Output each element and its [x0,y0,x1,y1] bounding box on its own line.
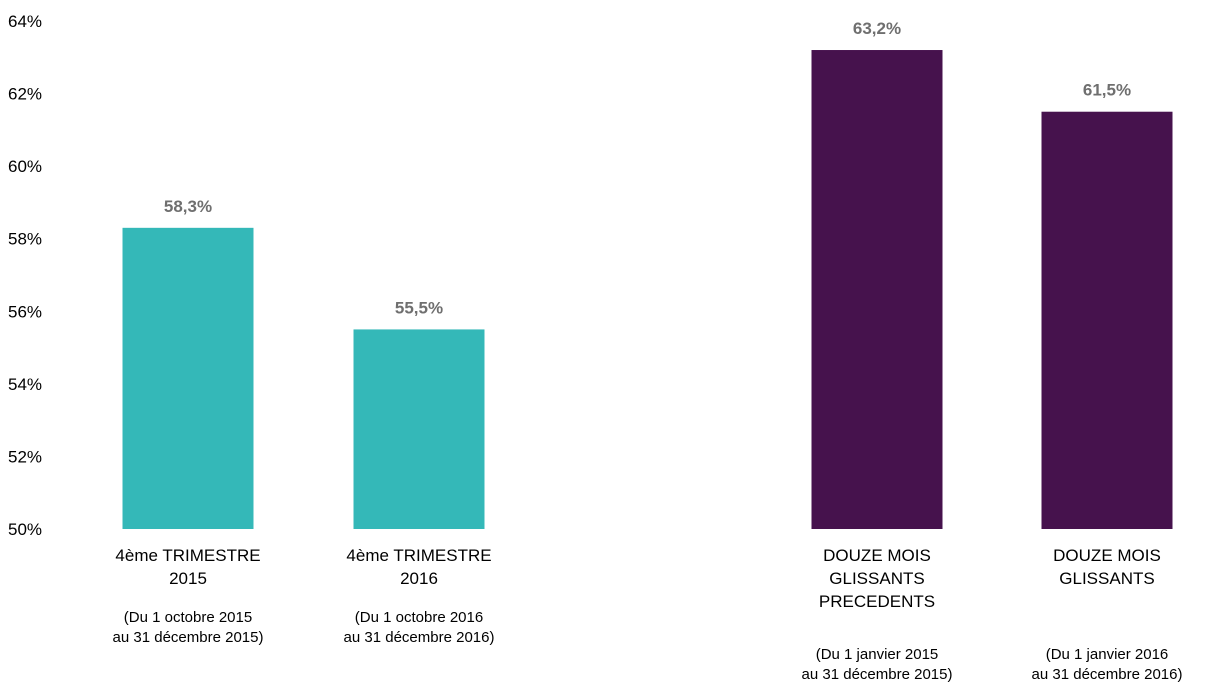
y-axis: 50% 52% 54% 56% 58% 60% 62% 64% [8,12,42,539]
category-label: GLISSANTS [829,569,924,588]
category-date-range: au 31 décembre 2015) [113,629,264,646]
y-tick-label: 54% [8,375,42,394]
category-labels: 4ème TRIMESTRE 2015 (Du 1 octobre 2015 au 3… [113,546,1183,683]
category-date-range: au 31 décembre 2016) [344,629,495,646]
category-date-range: au 31 décembre 2016) [1032,666,1183,683]
value-label: 61,5% [1083,81,1131,100]
bar-quarter [353,329,485,529]
y-tick-label: 56% [8,302,42,321]
y-tick-label: 62% [8,85,42,104]
y-tick-label: 50% [8,520,42,539]
value-label: 55,5% [395,298,443,317]
category-label: DOUZE MOIS [823,546,931,565]
bar-rolling [811,50,943,530]
bar-rolling [1041,111,1173,529]
category-date-range: (Du 1 octobre 2016 [355,609,483,626]
category-label: GLISSANTS [1059,569,1154,588]
category-date-range: au 31 décembre 2015) [802,666,953,683]
category-label: 2016 [400,569,438,588]
bar-quarter [122,227,254,530]
bars [122,50,1173,530]
value-label: 63,2% [853,19,901,38]
y-tick-label: 60% [8,157,42,176]
y-tick-label: 58% [8,230,42,249]
value-labels: 58,3% 55,5% 63,2% 61,5% [164,19,1131,317]
y-tick-label: 52% [8,447,42,466]
category-label: 2015 [169,569,207,588]
category-label: 4ème TRIMESTRE [346,546,491,565]
y-tick-label: 64% [8,12,42,31]
value-label: 58,3% [164,197,212,216]
category-date-range: (Du 1 janvier 2016 [1046,646,1169,663]
category-label: DOUZE MOIS [1053,546,1161,565]
category-date-range: (Du 1 octobre 2015 [124,609,252,626]
category-label: PRECEDENTS [819,592,935,611]
category-date-range: (Du 1 janvier 2015 [816,646,939,663]
category-label: 4ème TRIMESTRE [115,546,260,565]
